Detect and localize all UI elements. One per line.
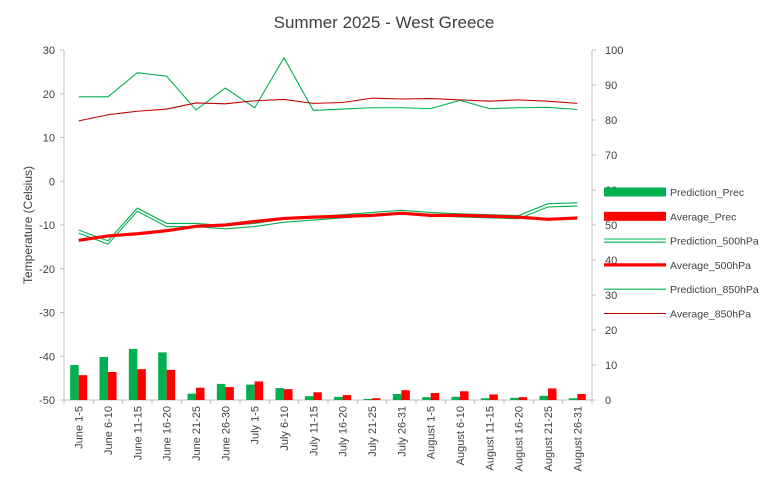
x-tick-label: August 21-25 <box>543 406 555 471</box>
y2-tick-label: 10 <box>605 360 617 372</box>
bar-prediction-prec <box>70 365 79 400</box>
y-tick-label: 0 <box>49 176 55 188</box>
x-tick-label: June 21-25 <box>191 406 203 461</box>
bar-average-prec <box>313 392 322 400</box>
bar-average-prec <box>166 369 176 400</box>
bar-average-prec <box>489 394 498 400</box>
x-tick-label: July 1-5 <box>250 406 262 445</box>
line-prediction-500hpa-upper <box>78 202 578 242</box>
bar-prediction-prec <box>275 388 284 400</box>
bar-prediction-prec <box>451 396 460 400</box>
y-tick-label: -10 <box>39 220 55 232</box>
legend-swatch-prediction-prec <box>604 187 666 197</box>
bar-average-prec <box>342 395 352 400</box>
x-tick-label: July 11-15 <box>308 406 320 456</box>
bar-prediction-prec <box>539 395 548 400</box>
legend-label-average-500hpa: Average_500hPa <box>670 260 751 272</box>
bar-prediction-prec <box>304 396 314 400</box>
x-tick-label: June 1-5 <box>74 406 86 449</box>
bar-average-prec <box>137 369 146 400</box>
bar-average-prec <box>460 391 469 400</box>
y-tick-label: -50 <box>39 395 55 407</box>
x-tick-label: June 6-10 <box>103 406 115 455</box>
legend-label-prediction-850hpa: Prediction_850hPa <box>670 284 759 296</box>
y-tick-label: -20 <box>39 264 55 276</box>
y2-tick-label: 30 <box>605 290 617 302</box>
legend-swatch-average-prec <box>604 211 666 221</box>
chart-title: Summer 2025 - West Greece <box>274 13 495 32</box>
y2-tick-label: 50 <box>605 220 617 232</box>
y2-tick-label: 0 <box>605 395 611 407</box>
x-tick-label: June 26-30 <box>220 406 232 461</box>
bar-prediction-prec <box>158 352 167 400</box>
bar-prediction-prec <box>568 398 578 400</box>
x-tick-label: July 6-10 <box>279 406 291 451</box>
bar-prediction-prec <box>480 398 490 400</box>
y-tick-label: -40 <box>39 351 55 363</box>
bar-average-prec <box>372 398 381 400</box>
bar-prediction-prec <box>99 356 108 400</box>
x-tick-label: July 26-31 <box>396 406 408 457</box>
x-tick-label: July 16-20 <box>338 406 350 457</box>
plot-area: -50-40-30-20-100102030010203040506070809… <box>39 45 623 471</box>
bar-average-prec <box>108 372 117 400</box>
y2-tick-label: 70 <box>605 150 617 162</box>
line-average-500hpa <box>78 211 578 242</box>
y-tick-label: -30 <box>39 308 55 320</box>
y-axis-title: Temperature (Celsius) <box>21 166 35 284</box>
y2-tick-label: 20 <box>605 325 617 337</box>
y-tick-label: 10 <box>43 133 55 145</box>
legend: Prediction_Prec Average_Prec Prediction_50… <box>604 187 759 321</box>
legend-label-average-prec: Average_Prec <box>670 211 736 223</box>
y2-tick-label: 100 <box>605 45 623 57</box>
bar-prediction-prec <box>128 348 138 400</box>
x-tick-label: August 16-20 <box>514 406 526 471</box>
bar-prediction-prec <box>363 398 372 400</box>
legend-label-prediction-500hpa: Prediction_500hPa <box>670 236 759 248</box>
bar-average-prec <box>254 381 264 400</box>
bar-average-prec <box>548 388 557 400</box>
x-tick-label: July 21-25 <box>367 406 379 457</box>
x-tick-label: June 11-15 <box>132 406 144 460</box>
bar-prediction-prec <box>216 383 226 400</box>
bar-average-prec <box>577 394 586 400</box>
x-tick-label: August 6-10 <box>455 406 467 465</box>
bar-average-prec <box>401 390 410 400</box>
legend-label-average-850hpa: Average_850hPa <box>670 309 751 321</box>
x-tick-label: June 16-20 <box>162 406 174 461</box>
bar-prediction-prec <box>187 393 196 400</box>
bar-average-prec <box>196 387 205 400</box>
line-prediction-500hpa-lower <box>78 205 578 245</box>
line-prediction-850hpa <box>78 56 578 111</box>
bar-prediction-prec <box>246 384 255 400</box>
bar-average-prec <box>518 397 528 400</box>
bar-prediction-prec <box>392 394 402 400</box>
bar-prediction-prec <box>510 397 519 400</box>
x-tick-label: August 26-31 <box>572 406 584 471</box>
legend-label-prediction-prec: Prediction_Prec <box>670 187 744 199</box>
y-tick-label: 20 <box>43 89 55 101</box>
y-tick-label: 30 <box>43 45 55 57</box>
y2-tick-label: 90 <box>605 80 617 92</box>
x-tick-label: August 11-15 <box>484 406 496 471</box>
x-tick-label: August 1-5 <box>426 406 438 459</box>
bar-average-prec <box>225 387 234 400</box>
bar-prediction-prec <box>334 396 343 400</box>
bar-average-prec <box>284 389 293 400</box>
bar-average-prec <box>78 375 88 400</box>
bar-average-prec <box>430 393 440 400</box>
y2-tick-label: 80 <box>605 115 617 127</box>
bar-prediction-prec <box>422 397 431 400</box>
line-average-850hpa <box>78 97 578 122</box>
